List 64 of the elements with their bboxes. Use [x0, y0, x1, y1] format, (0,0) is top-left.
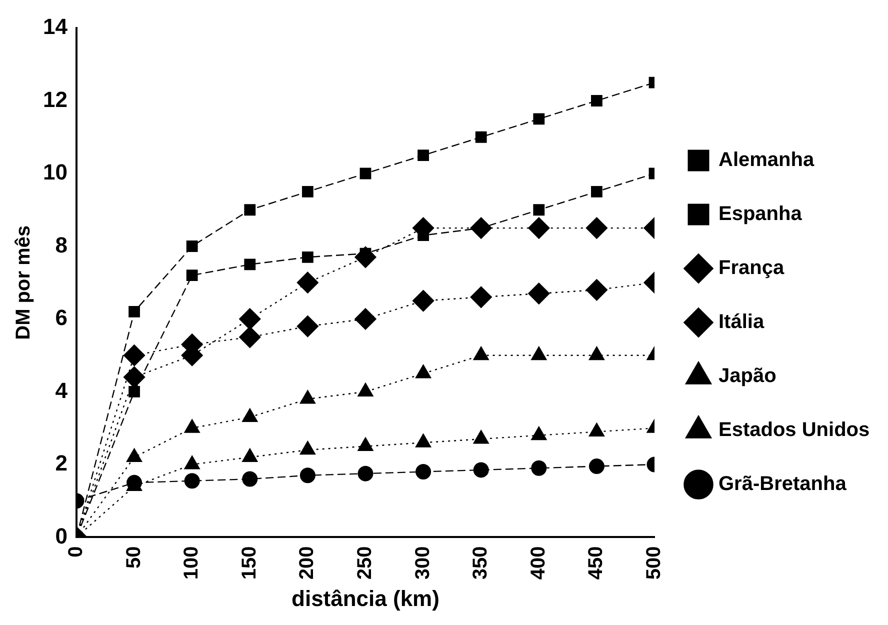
y-tick-label: 14: [42, 14, 68, 40]
x-tick-label: 350: [470, 546, 492, 580]
x-tick-label: 150: [238, 546, 260, 580]
y-tick-label: 8: [55, 232, 68, 258]
point: [531, 460, 547, 476]
legend-label: Alemanha: [718, 149, 815, 172]
point: [473, 462, 489, 478]
point: [300, 468, 316, 484]
x-axis-title: distância (km): [292, 586, 440, 611]
point: [296, 316, 318, 338]
point: [590, 95, 602, 106]
point: [528, 282, 550, 304]
point: [128, 306, 140, 318]
point: [124, 366, 146, 388]
point: [358, 466, 374, 482]
legend-label: França: [718, 257, 785, 280]
point: [184, 473, 200, 489]
point: [239, 326, 261, 348]
x-tick-label: 500: [643, 546, 666, 580]
y-tick-label: 2: [55, 450, 68, 476]
point: [586, 279, 608, 301]
point: [412, 290, 434, 312]
point: [475, 131, 487, 143]
point: [533, 204, 545, 216]
point: [590, 186, 602, 198]
point: [360, 168, 372, 180]
legend-label: Estados Unidos: [718, 419, 870, 442]
x-tick-label: 250: [354, 546, 376, 580]
x-tick-label: 0: [64, 546, 87, 558]
point: [528, 217, 550, 239]
point: [244, 258, 256, 270]
x-tick-label: 50: [122, 546, 145, 568]
y-axis-title: DM por mês: [12, 225, 35, 340]
point: [586, 217, 608, 239]
y-tick-label: 12: [42, 86, 68, 112]
point: [239, 308, 261, 330]
point: [244, 204, 256, 216]
point: [302, 186, 314, 198]
point: [354, 308, 376, 330]
point: [186, 270, 198, 282]
legend-label: Itália: [718, 311, 765, 334]
legend-label: Grã-Bretanha: [718, 473, 848, 496]
point: [296, 272, 318, 294]
point: [588, 458, 604, 474]
x-tick-label: 300: [412, 546, 434, 580]
y-tick-label: 6: [55, 305, 68, 330]
point: [533, 113, 545, 125]
point: [418, 150, 429, 162]
point: [470, 286, 492, 308]
legend-label: Espanha: [718, 203, 803, 226]
point: [124, 344, 146, 366]
y-tick-label: 0: [55, 523, 68, 548]
point: [416, 464, 432, 480]
x-tick-label: 400: [527, 546, 550, 580]
point: [302, 251, 314, 263]
y-tick-label: 4: [55, 378, 68, 403]
point: [128, 386, 140, 398]
x-tick-label: 200: [296, 546, 318, 580]
x-tick-label: 450: [585, 546, 608, 580]
legend-label: Japão: [718, 365, 776, 388]
point: [242, 471, 258, 487]
x-tick-label: 100: [180, 546, 203, 580]
point: [186, 240, 198, 252]
y-tick-label: 10: [42, 160, 68, 185]
